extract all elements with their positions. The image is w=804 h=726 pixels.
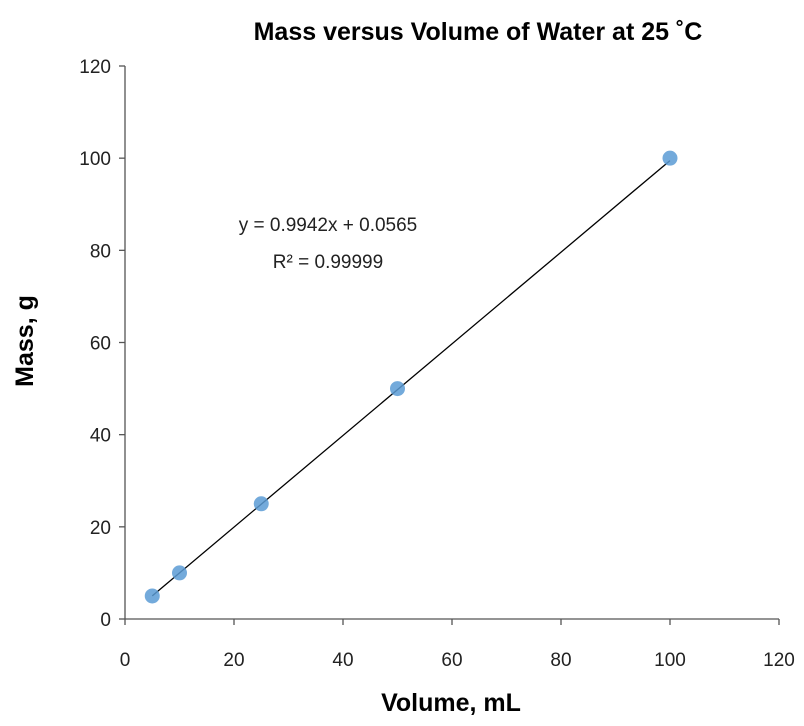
data-point (662, 150, 678, 166)
ticks: 0 20 40 60 80 100 120 0 20 40 60 80 100 120 (79, 57, 795, 671)
trendline (151, 160, 671, 597)
x-tick-label: 120 (763, 650, 795, 671)
x-tick-label: 40 (332, 650, 353, 671)
y-tick-label: 80 (90, 241, 111, 262)
y-axis-title: Mass, g (11, 295, 39, 387)
r-squared-annotation: R² = 0.99999 (273, 252, 383, 273)
x-tick-label: 60 (441, 650, 462, 671)
data-point (253, 496, 269, 512)
y-tick-label: 60 (90, 334, 111, 355)
trendline-group (151, 160, 671, 597)
data-point (390, 381, 405, 397)
x-tick-label: 0 (120, 650, 131, 671)
chart-title: Mass versus Volume of Water at 25 ˚C (254, 18, 703, 46)
equation-annotation: y = 0.9942x + 0.0565 (239, 215, 418, 236)
x-axis-title: Volume, mL (381, 689, 521, 717)
y-tick-label: 100 (79, 149, 111, 170)
y-tick-label: 20 (90, 518, 111, 539)
y-tick-label: 0 (100, 610, 111, 631)
x-tick-label: 20 (223, 650, 244, 671)
data-points (144, 150, 678, 604)
data-point (144, 588, 160, 604)
x-tick-label: 80 (550, 650, 571, 671)
y-tick-label: 40 (90, 426, 111, 447)
x-tick-label: 100 (654, 650, 686, 671)
y-tick-label: 120 (79, 57, 111, 78)
data-point (172, 565, 187, 581)
